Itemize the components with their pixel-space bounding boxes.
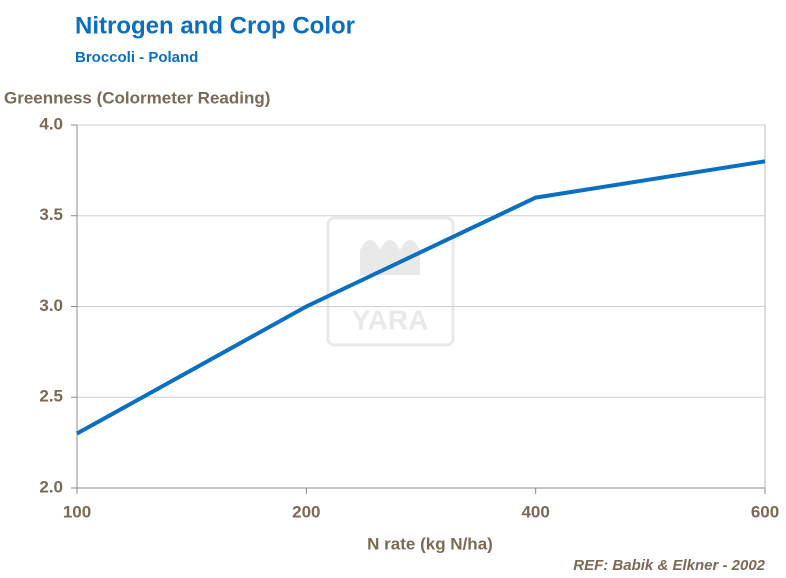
y-tick-label: 4.0 bbox=[39, 114, 63, 133]
chart-subtitle: Broccoli - Poland bbox=[75, 49, 198, 66]
reference-note: REF: Babik & Elkner - 2002 bbox=[573, 557, 765, 574]
y-axis-label: Greenness (Colormeter Reading) bbox=[4, 88, 270, 107]
x-tick-label: 400 bbox=[521, 502, 549, 521]
x-axis-label: N rate (kg N/ha) bbox=[367, 534, 493, 553]
x-tick-label: 100 bbox=[63, 502, 91, 521]
x-tick-label: 600 bbox=[751, 502, 779, 521]
y-tick-label: 3.5 bbox=[39, 205, 63, 224]
y-tick-label: 3.0 bbox=[39, 296, 63, 315]
watermark: YARA bbox=[326, 216, 455, 347]
data-line bbox=[76, 159, 766, 436]
y-tick-label: 2.0 bbox=[39, 477, 63, 496]
y-tick-label: 2.5 bbox=[39, 387, 63, 406]
chart-title: Nitrogen and Crop Color bbox=[75, 12, 355, 39]
x-tick-label: 200 bbox=[292, 502, 320, 521]
watermark-frame bbox=[326, 216, 455, 347]
watermark-text: YARA bbox=[352, 304, 429, 335]
watermark-ship bbox=[360, 240, 420, 275]
